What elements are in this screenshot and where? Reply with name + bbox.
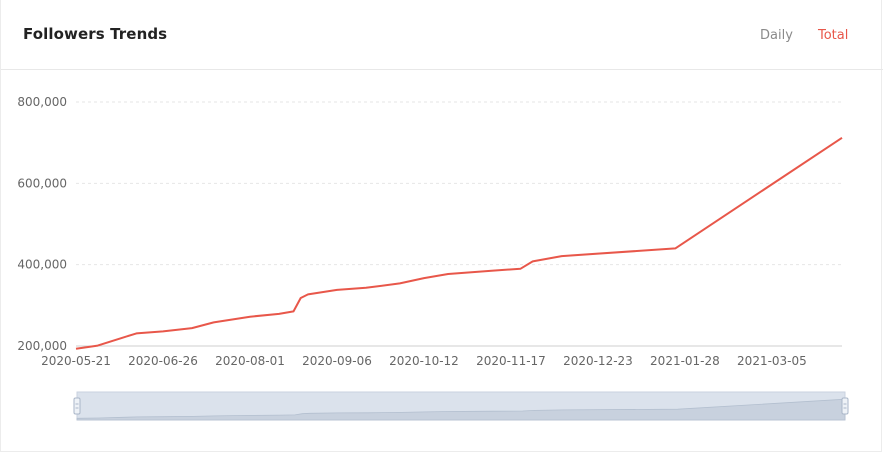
x-tick-label: 2020-12-23 [563, 354, 633, 368]
x-tick-label: 2021-03-05 [737, 354, 807, 368]
x-tick-label: 2020-05-21 [41, 354, 111, 368]
zoom-handle-left[interactable] [73, 397, 81, 415]
chart-title: Followers Trends [23, 25, 168, 43]
y-tick-label: 600,000 [17, 176, 67, 190]
followers-series-line [75, 136, 843, 350]
zoom-slider-preview [76, 398, 846, 421]
zoom-handle-right[interactable] [841, 397, 849, 415]
y-tick-label: 800,000 [17, 95, 67, 109]
x-tick-label: 2020-11-17 [476, 354, 546, 368]
x-tick-label: 2020-08-01 [215, 354, 285, 368]
card-header: Followers Trends Daily Total [1, 0, 883, 70]
tab-daily[interactable]: Daily [760, 28, 793, 43]
x-tick-label: 2020-09-06 [302, 354, 372, 368]
x-tick-label: 2020-10-12 [389, 354, 459, 368]
y-tick-label: 400,000 [17, 258, 67, 272]
x-tick-label: 2020-06-26 [128, 354, 198, 368]
tab-total[interactable]: Total [818, 28, 849, 43]
x-tick-label: 2021-01-28 [650, 354, 720, 368]
y-tick-label: 200,000 [17, 339, 67, 353]
